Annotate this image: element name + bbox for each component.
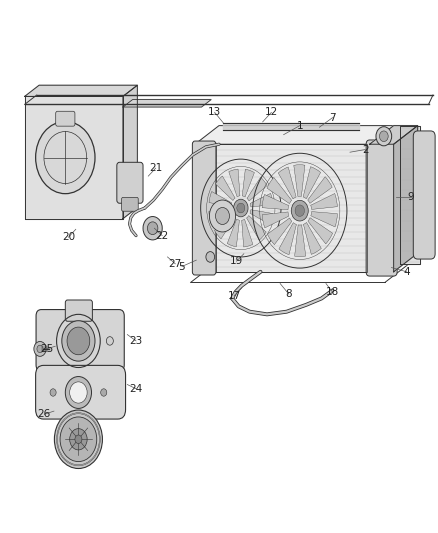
Wedge shape xyxy=(295,225,306,256)
Polygon shape xyxy=(400,126,420,264)
Circle shape xyxy=(35,122,95,193)
Text: 2: 2 xyxy=(362,144,369,155)
Wedge shape xyxy=(279,223,297,255)
Circle shape xyxy=(106,337,113,345)
Wedge shape xyxy=(250,193,273,207)
Wedge shape xyxy=(267,177,292,204)
Wedge shape xyxy=(209,191,232,206)
Text: 13: 13 xyxy=(208,107,221,117)
Text: 26: 26 xyxy=(38,409,51,419)
Wedge shape xyxy=(294,165,305,197)
Text: 4: 4 xyxy=(403,267,410,277)
Circle shape xyxy=(148,222,158,235)
Wedge shape xyxy=(303,167,321,199)
Text: 18: 18 xyxy=(326,287,339,297)
FancyBboxPatch shape xyxy=(36,310,124,371)
Wedge shape xyxy=(242,220,253,247)
Polygon shape xyxy=(195,126,405,144)
Text: 17: 17 xyxy=(228,290,241,301)
Circle shape xyxy=(143,216,162,240)
Wedge shape xyxy=(247,215,266,240)
Text: 5: 5 xyxy=(179,262,185,271)
FancyBboxPatch shape xyxy=(192,141,216,275)
FancyBboxPatch shape xyxy=(65,300,92,321)
Text: 23: 23 xyxy=(129,336,143,346)
Polygon shape xyxy=(25,85,138,96)
FancyBboxPatch shape xyxy=(413,131,435,259)
Wedge shape xyxy=(267,218,292,245)
Wedge shape xyxy=(227,219,240,247)
FancyBboxPatch shape xyxy=(366,140,397,276)
Circle shape xyxy=(70,382,87,403)
FancyBboxPatch shape xyxy=(122,197,138,211)
Text: 9: 9 xyxy=(408,192,414,203)
Circle shape xyxy=(34,342,46,357)
Wedge shape xyxy=(308,177,332,204)
Wedge shape xyxy=(215,176,235,200)
Polygon shape xyxy=(394,126,418,272)
FancyBboxPatch shape xyxy=(117,163,143,203)
Circle shape xyxy=(379,131,388,142)
Circle shape xyxy=(101,389,107,396)
Text: 24: 24 xyxy=(129,384,143,394)
Circle shape xyxy=(37,345,43,353)
Wedge shape xyxy=(308,218,332,244)
Circle shape xyxy=(233,199,248,217)
Text: 19: 19 xyxy=(230,256,243,266)
Circle shape xyxy=(62,321,95,361)
Wedge shape xyxy=(242,169,254,197)
Wedge shape xyxy=(262,212,289,228)
Circle shape xyxy=(54,410,102,469)
Polygon shape xyxy=(370,126,418,144)
Text: 21: 21 xyxy=(149,163,162,173)
Text: 22: 22 xyxy=(155,231,169,241)
Wedge shape xyxy=(311,212,337,227)
Circle shape xyxy=(65,376,92,408)
Wedge shape xyxy=(304,222,321,254)
Circle shape xyxy=(376,127,392,146)
Circle shape xyxy=(50,389,56,396)
Polygon shape xyxy=(25,96,123,219)
Circle shape xyxy=(295,205,304,216)
Text: 8: 8 xyxy=(286,289,292,299)
Wedge shape xyxy=(229,169,240,197)
Text: 25: 25 xyxy=(40,344,53,354)
Text: 12: 12 xyxy=(265,107,278,117)
Circle shape xyxy=(209,200,236,232)
Polygon shape xyxy=(195,144,381,272)
Text: 1: 1 xyxy=(297,120,303,131)
Text: 7: 7 xyxy=(329,112,336,123)
Polygon shape xyxy=(123,85,138,219)
Circle shape xyxy=(75,435,82,443)
Text: 20: 20 xyxy=(62,232,75,243)
Circle shape xyxy=(60,417,97,462)
Circle shape xyxy=(206,252,215,262)
Wedge shape xyxy=(247,177,267,201)
Bar xyxy=(215,144,367,272)
Circle shape xyxy=(67,327,90,355)
Text: 27: 27 xyxy=(169,259,182,269)
FancyBboxPatch shape xyxy=(35,366,126,419)
Circle shape xyxy=(291,200,308,221)
Polygon shape xyxy=(123,100,211,107)
Circle shape xyxy=(70,429,87,450)
Circle shape xyxy=(237,203,245,213)
Wedge shape xyxy=(215,215,235,239)
Wedge shape xyxy=(278,167,296,199)
Circle shape xyxy=(215,207,230,224)
Polygon shape xyxy=(381,126,405,272)
FancyBboxPatch shape xyxy=(56,111,75,126)
Wedge shape xyxy=(311,193,337,209)
Wedge shape xyxy=(250,209,272,224)
Wedge shape xyxy=(209,209,232,223)
Wedge shape xyxy=(262,195,289,210)
